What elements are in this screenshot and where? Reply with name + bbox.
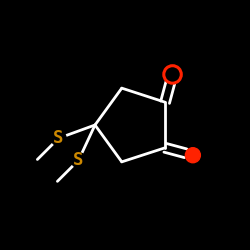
Text: S: S bbox=[53, 129, 64, 147]
Circle shape bbox=[71, 152, 86, 168]
Text: S: S bbox=[73, 151, 84, 169]
Circle shape bbox=[164, 66, 181, 83]
Circle shape bbox=[51, 131, 66, 146]
Circle shape bbox=[185, 148, 200, 163]
